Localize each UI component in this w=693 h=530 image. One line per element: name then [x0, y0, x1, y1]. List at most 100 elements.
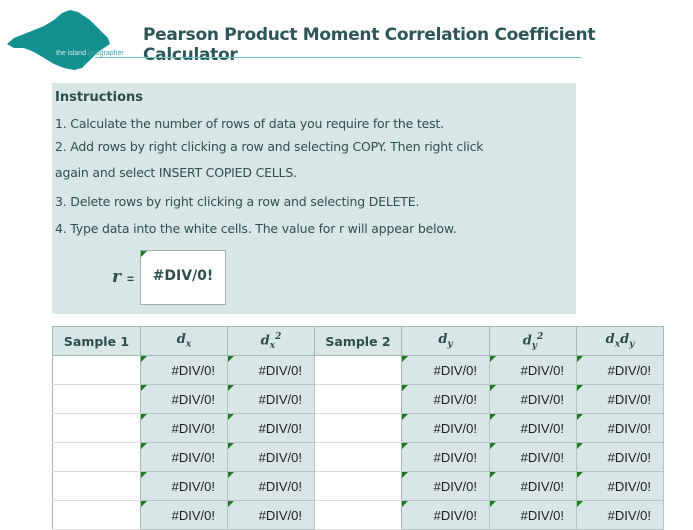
dy-squared-cell[interactable]: #DIV/0!	[489, 413, 577, 443]
comment-marker-icon	[577, 356, 583, 362]
comment-marker-icon	[577, 414, 583, 420]
sample-1-cell[interactable]	[52, 471, 141, 501]
comment-marker-icon	[402, 414, 408, 420]
table-row: #DIV/0! #DIV/0! #DIV/0! #DIV/0! #DIV/0!	[52, 413, 664, 443]
comment-marker-icon	[228, 472, 234, 478]
dy-squared-cell[interactable]: #DIV/0!	[489, 471, 577, 501]
comment-marker-icon	[402, 472, 408, 478]
dx-squared-cell[interactable]: #DIV/0!	[227, 384, 315, 414]
dx-cell[interactable]: #DIV/0!	[140, 442, 228, 472]
island-geographer-logo: the island geographer	[4, 8, 139, 72]
island-map-icon	[7, 10, 110, 70]
comment-marker-icon	[577, 385, 583, 391]
table-row: #DIV/0! #DIV/0! #DIV/0! #DIV/0! #DIV/0!	[52, 471, 664, 501]
r-result-cell[interactable]: #DIV/0!	[140, 250, 226, 305]
dx-cell[interactable]: #DIV/0!	[140, 500, 228, 530]
table-row: #DIV/0! #DIV/0! #DIV/0! #DIV/0! #DIV/0!	[52, 384, 664, 414]
comment-marker-icon	[490, 501, 496, 507]
dx-squared-cell[interactable]: #DIV/0!	[227, 442, 315, 472]
header-dxdy: dxdy	[576, 326, 664, 356]
comment-marker-icon	[141, 251, 147, 257]
r-equals: =	[127, 272, 135, 286]
comment-marker-icon	[577, 501, 583, 507]
dy-squared-cell[interactable]: #DIV/0!	[489, 384, 577, 414]
sample-1-cell[interactable]	[52, 384, 141, 414]
comment-marker-icon	[402, 443, 408, 449]
dy-cell[interactable]: #DIV/0!	[401, 442, 490, 472]
dy-squared-cell[interactable]: #DIV/0!	[489, 500, 577, 530]
dxdy-cell[interactable]: #DIV/0!	[576, 500, 664, 530]
title-divider	[95, 57, 581, 58]
instruction-line-2-cont: again and select INSERT COPIED CELLS.	[55, 165, 297, 180]
dx-squared-cell[interactable]: #DIV/0!	[227, 355, 315, 385]
sample-2-cell[interactable]	[314, 500, 402, 530]
comment-marker-icon	[490, 356, 496, 362]
dx-squared-cell[interactable]: #DIV/0!	[227, 471, 315, 501]
comment-marker-icon	[228, 501, 234, 507]
instructions-heading: Instructions	[55, 90, 144, 105]
header-dx: dx	[140, 326, 228, 356]
dy-squared-cell[interactable]: #DIV/0!	[489, 442, 577, 472]
dy-cell[interactable]: #DIV/0!	[401, 471, 490, 501]
sample-2-cell[interactable]	[314, 471, 402, 501]
comment-marker-icon	[490, 472, 496, 478]
dxdy-cell[interactable]: #DIV/0!	[576, 471, 664, 501]
header-dy: dy	[401, 326, 490, 356]
comment-marker-icon	[141, 501, 147, 507]
sample-1-cell[interactable]	[52, 413, 141, 443]
dy-cell[interactable]: #DIV/0!	[401, 500, 490, 530]
comment-marker-icon	[490, 443, 496, 449]
comment-marker-icon	[228, 356, 234, 362]
data-table: Sample 1 dx dx2 Sample 2 dy dy2 dxdy #DI…	[52, 326, 664, 530]
dx-cell[interactable]: #DIV/0!	[140, 413, 228, 443]
table-header-row: Sample 1 dx dx2 Sample 2 dy dy2 dxdy	[52, 326, 664, 356]
dx-cell[interactable]: #DIV/0!	[140, 355, 228, 385]
instruction-line-1: 1. Calculate the number of rows of data …	[55, 116, 444, 131]
dy-squared-cell[interactable]: #DIV/0!	[489, 355, 577, 385]
dx-cell[interactable]: #DIV/0!	[140, 384, 228, 414]
dxdy-cell[interactable]: #DIV/0!	[576, 442, 664, 472]
instruction-line-4: 4. Type data into the white cells. The v…	[55, 221, 457, 236]
comment-marker-icon	[490, 385, 496, 391]
header-dy-squared: dy2	[489, 326, 577, 356]
sample-1-cell[interactable]	[52, 500, 141, 530]
comment-marker-icon	[577, 443, 583, 449]
comment-marker-icon	[490, 414, 496, 420]
comment-marker-icon	[228, 385, 234, 391]
sample-2-cell[interactable]	[314, 355, 402, 385]
instruction-line-3: 3. Delete rows by right clicking a row a…	[55, 194, 420, 209]
dx-squared-cell[interactable]: #DIV/0!	[227, 500, 315, 530]
logo-text: the island geographer	[56, 50, 124, 57]
comment-marker-icon	[228, 414, 234, 420]
r-symbol: r	[112, 267, 121, 287]
sample-1-cell[interactable]	[52, 442, 141, 472]
comment-marker-icon	[402, 385, 408, 391]
dxdy-cell[interactable]: #DIV/0!	[576, 355, 664, 385]
comment-marker-icon	[577, 472, 583, 478]
table-row: #DIV/0! #DIV/0! #DIV/0! #DIV/0! #DIV/0!	[52, 500, 664, 530]
comment-marker-icon	[402, 501, 408, 507]
comment-marker-icon	[141, 356, 147, 362]
dy-cell[interactable]: #DIV/0!	[401, 355, 490, 385]
r-result-value: #DIV/0!	[152, 268, 214, 284]
instructions-panel: Instructions 1. Calculate the number of …	[52, 83, 576, 314]
page-title: Pearson Product Moment Correlation Coeff…	[143, 25, 596, 65]
dx-squared-cell[interactable]: #DIV/0!	[227, 413, 315, 443]
header-dx-squared: dx2	[227, 326, 315, 356]
header-sample-2: Sample 2	[314, 326, 402, 356]
comment-marker-icon	[141, 443, 147, 449]
sample-1-cell[interactable]	[52, 355, 141, 385]
sample-2-cell[interactable]	[314, 442, 402, 472]
sample-2-cell[interactable]	[314, 413, 402, 443]
header-sample-1: Sample 1	[52, 326, 141, 356]
dy-cell[interactable]: #DIV/0!	[401, 413, 490, 443]
table-row: #DIV/0! #DIV/0! #DIV/0! #DIV/0! #DIV/0!	[52, 355, 664, 385]
table-row: #DIV/0! #DIV/0! #DIV/0! #DIV/0! #DIV/0!	[52, 442, 664, 472]
sample-2-cell[interactable]	[314, 384, 402, 414]
comment-marker-icon	[141, 385, 147, 391]
dy-cell[interactable]: #DIV/0!	[401, 384, 490, 414]
dx-cell[interactable]: #DIV/0!	[140, 471, 228, 501]
comment-marker-icon	[141, 414, 147, 420]
dxdy-cell[interactable]: #DIV/0!	[576, 384, 664, 414]
dxdy-cell[interactable]: #DIV/0!	[576, 413, 664, 443]
